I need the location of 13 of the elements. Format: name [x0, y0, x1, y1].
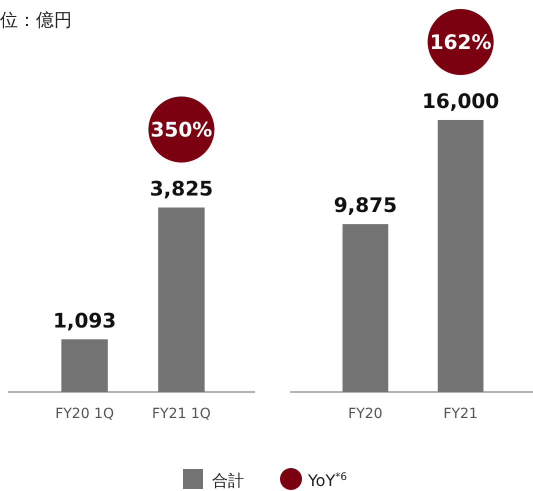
- x-tick-label: FY21 1Q: [152, 406, 211, 422]
- legend-label: 合計: [212, 471, 244, 490]
- text: YoY$^{*6}$: [307, 471, 348, 490]
- x-tick-label: FY20: [348, 406, 383, 422]
- data-label: 3,825: [150, 176, 214, 201]
- data-label: 9,875: [334, 193, 398, 218]
- text: 350%: [150, 118, 212, 142]
- chart-title: 位：億円: [0, 10, 72, 31]
- x-tick-label: FY21: [443, 406, 478, 422]
- text: 162%: [430, 30, 492, 54]
- data-label: 16,000: [422, 88, 500, 113]
- data-label: 1,093: [52, 308, 116, 332]
- x-tick-label: FY20 1Q: [55, 406, 114, 422]
